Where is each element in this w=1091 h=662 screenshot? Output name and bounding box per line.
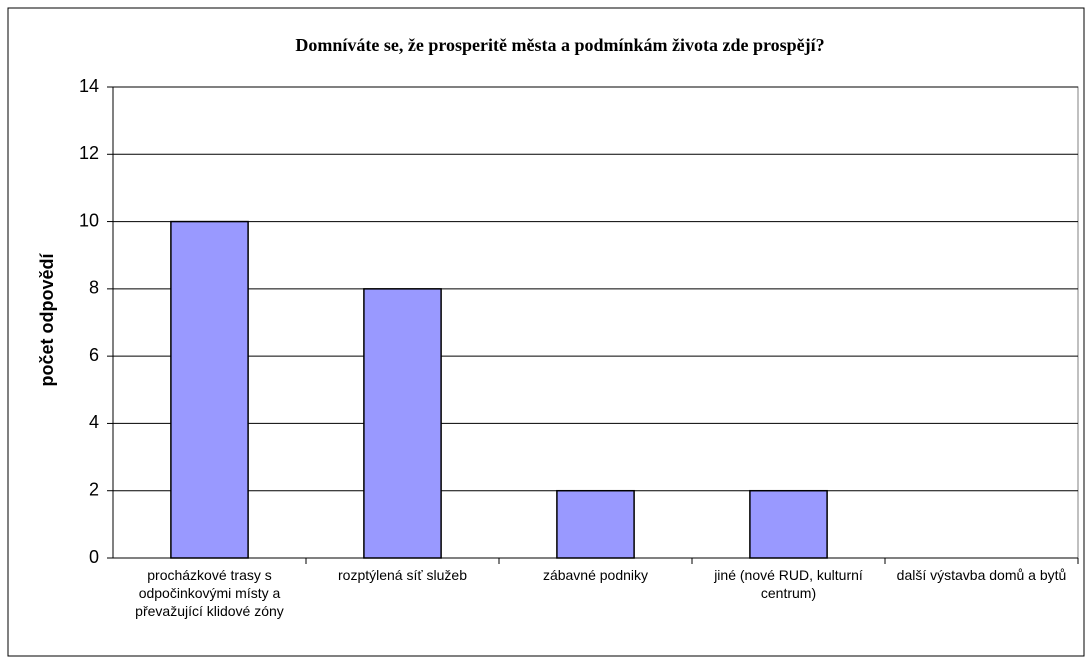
y-tick-label: 12 [79,143,99,163]
y-tick-label: 6 [89,345,99,365]
bar [556,489,635,559]
y-tick-label: 4 [89,412,99,432]
bar [363,288,442,559]
y-tick-label: 10 [79,210,99,230]
x-tick-label: zábavné podniky [542,567,649,583]
y-tick-label: 2 [89,479,99,499]
x-tick-label: procházkové trasy s odpočinkovými místy … [135,567,284,619]
y-tick-label: 8 [89,278,99,298]
x-tick-label: jiné (nové RUD, kulturní centrum) [714,567,863,601]
y-axis-label: počet odpovědí [37,253,57,387]
x-tick-label: rozptýlená síť služeb [338,567,467,583]
chart-title: Domníváte se, že prosperitě města a podm… [295,35,824,55]
bar [749,489,828,559]
y-tick-label: 0 [89,547,99,567]
bar [170,220,249,559]
plot-area [112,86,1079,559]
x-tick-label: další výstavba domů a bytů [896,567,1067,583]
y-tick-label: 14 [79,76,99,96]
